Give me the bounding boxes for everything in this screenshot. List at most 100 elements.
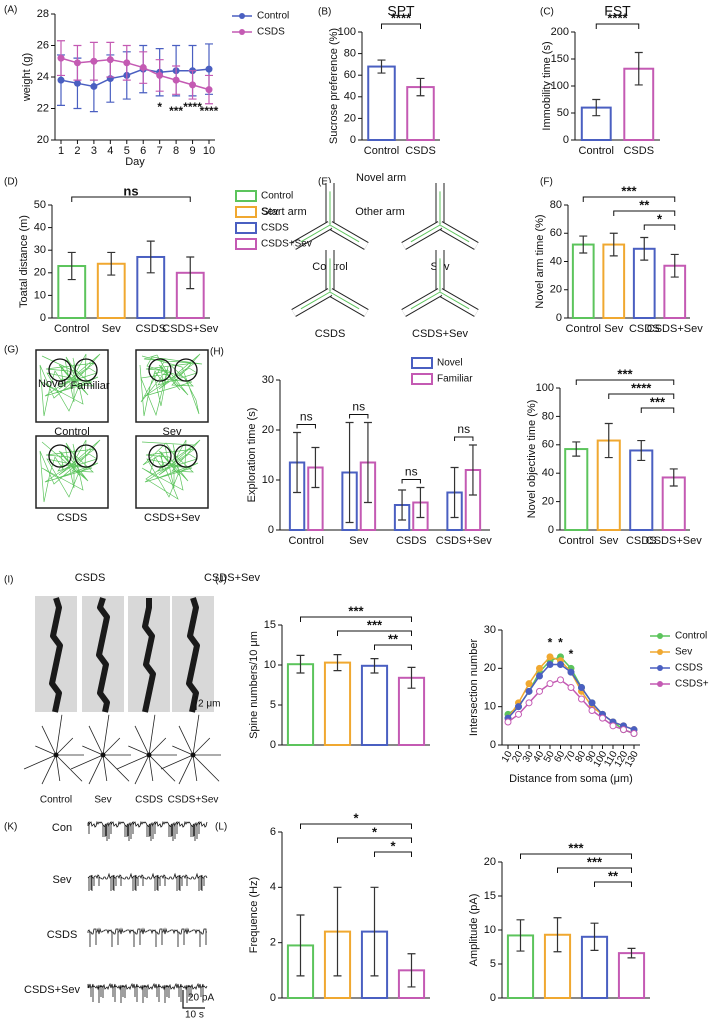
- point: [620, 726, 627, 734]
- scale-label: 2 μm: [198, 699, 220, 710]
- legend-label: CSDS: [257, 27, 285, 38]
- sig-label: **: [388, 631, 399, 646]
- y-tick-label: 0: [548, 524, 554, 536]
- neurite: [102, 714, 110, 756]
- bar: [367, 65, 396, 141]
- sig-bracket: [374, 851, 412, 857]
- sig-label: ns: [352, 400, 365, 414]
- arena: [35, 349, 109, 423]
- x-tick-label: 40: [531, 749, 546, 765]
- sig-bracket: [520, 853, 632, 859]
- trace-group: Con: [52, 822, 72, 834]
- chart-title: SPT: [387, 3, 415, 19]
- legend-label: Sev: [675, 647, 692, 658]
- x-tick-label: 2: [74, 145, 80, 157]
- y-tick-label: 20: [484, 662, 496, 674]
- track: [410, 291, 441, 310]
- trace: [87, 982, 208, 1003]
- sig-bracket: [337, 630, 412, 636]
- maze-arm-label: Other arm: [355, 206, 405, 218]
- sig-label: ****: [200, 104, 219, 118]
- header: CSDS: [75, 572, 106, 584]
- neurite: [178, 754, 194, 785]
- neuron-group: CSDS+Sev: [168, 795, 219, 806]
- y-tick-label: 26: [37, 39, 49, 51]
- sig-label: ***: [367, 617, 383, 632]
- arena: [135, 435, 209, 509]
- panel-label: (E): [318, 177, 331, 188]
- point: [73, 79, 81, 87]
- x-tick-label: CSDS+Sev: [436, 535, 492, 547]
- sig-bracket: [381, 23, 421, 29]
- y-tick-label: 5: [490, 958, 496, 970]
- x-tick-label: 50: [542, 749, 557, 765]
- x-tick-label: 70: [563, 749, 578, 765]
- neurite: [172, 745, 194, 756]
- y-axis-label: weight (g): [21, 53, 33, 102]
- error-bar: [370, 886, 379, 977]
- x-tick-label: 3: [91, 145, 97, 157]
- error-bar: [579, 235, 588, 254]
- x-tick-label: 4: [107, 145, 113, 157]
- legend-label: Control: [675, 631, 707, 642]
- y-tick-label: 6: [270, 826, 276, 838]
- neurite: [55, 754, 61, 782]
- neurite: [55, 737, 74, 756]
- error-bar: [407, 953, 416, 988]
- y-axis-label: Novel arm time (%): [534, 214, 546, 308]
- neuron-group: Sev: [94, 795, 111, 806]
- series-line: [60, 68, 210, 88]
- sig-bracket: [71, 196, 191, 202]
- dendrite: [49, 597, 63, 713]
- point: [525, 699, 533, 707]
- trace: [87, 820, 208, 841]
- neuron-group: Control: [40, 795, 72, 806]
- object: [48, 358, 72, 382]
- point: [90, 82, 98, 90]
- y-tick-label: 0: [556, 312, 562, 324]
- sig-label: *: [657, 211, 663, 226]
- y-tick-label: 0: [268, 524, 274, 536]
- y-tick-label: 40: [344, 91, 356, 103]
- point: [546, 680, 554, 688]
- error-bar: [592, 98, 601, 117]
- bar: [564, 448, 589, 531]
- track: [39, 439, 101, 503]
- error-bar: [609, 232, 618, 257]
- soma: [190, 752, 196, 758]
- neurite: [134, 754, 150, 785]
- y-tick-label: 40: [542, 467, 554, 479]
- bar: [617, 952, 646, 999]
- error-bar: [377, 59, 386, 74]
- point: [123, 59, 131, 67]
- y-tick-label: 20: [344, 112, 356, 124]
- y-tick-label: 30: [34, 244, 46, 256]
- error-bar: [416, 486, 425, 519]
- sig-label: ns: [300, 410, 313, 424]
- point: [73, 59, 81, 67]
- y-axis-label: Sucrose preference (%): [328, 28, 340, 144]
- x-tick-label: CSDS: [396, 535, 427, 547]
- x-tick-label: Sev: [349, 535, 368, 547]
- sig-bracket: [454, 436, 474, 441]
- x-tick-label: 7: [157, 145, 163, 157]
- legend-label: CSDS+Sev: [675, 679, 709, 690]
- error-bar: [572, 441, 581, 457]
- point: [515, 703, 522, 711]
- x-axis-label: Day: [125, 156, 145, 168]
- point: [578, 684, 585, 691]
- y-tick-label: 5: [270, 699, 276, 711]
- neurite: [41, 725, 57, 756]
- bar: [360, 664, 389, 746]
- neurite: [160, 754, 194, 770]
- y-tick-label: 20: [484, 856, 496, 868]
- y-tick-label: 10: [484, 924, 496, 936]
- error-bar: [293, 431, 302, 494]
- sig-label: *: [569, 647, 574, 661]
- point: [546, 661, 554, 668]
- sig-label: *: [353, 810, 359, 825]
- trace: [87, 927, 207, 947]
- neurite: [88, 754, 104, 785]
- y-tick-label: 15: [484, 890, 496, 902]
- point: [578, 695, 585, 703]
